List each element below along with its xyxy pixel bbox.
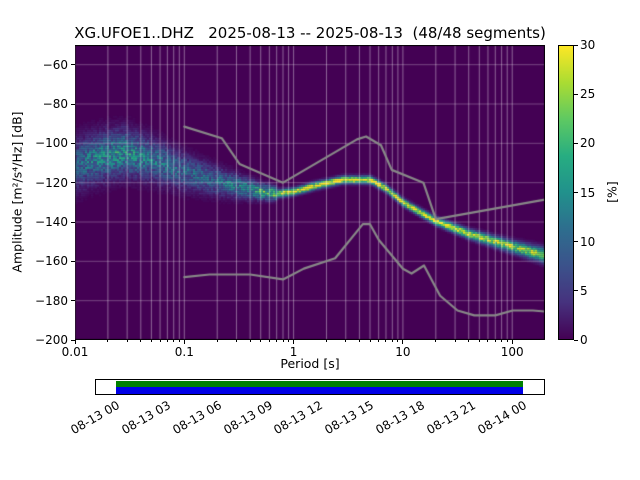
x-minor-tick-mark (454, 340, 456, 342)
x-minor-tick-mark (166, 340, 168, 342)
y-tick-label: −200 (35, 333, 68, 347)
colorbar-tick-label: 20 (580, 136, 596, 151)
x-minor-tick-mark (235, 340, 237, 342)
x-minor-tick-mark (288, 340, 290, 342)
y-tick-mark (71, 221, 75, 223)
y-tick-mark (71, 64, 75, 66)
y-tick-mark (71, 142, 75, 144)
colorbar-tick-label: 5 (580, 283, 588, 298)
timeline-tick-label: 08-13 03 (118, 398, 173, 438)
y-tick-mark (71, 339, 75, 341)
x-tick-mark (293, 340, 295, 344)
x-minor-tick-mark (397, 340, 399, 342)
timeline-tick-label: 08-13 18 (373, 398, 428, 438)
y-tick-label: −120 (35, 175, 68, 190)
x-minor-tick-mark (140, 340, 142, 342)
colorbar-tick-label: 15 (580, 185, 596, 200)
ppsd-heatmap-plot (75, 45, 545, 340)
y-tick-mark (71, 260, 75, 262)
timeline-tick-label: 08-13 21 (424, 398, 479, 438)
x-tick-label: 100 (500, 345, 524, 359)
colorbar (558, 45, 574, 340)
x-tick-label: 0.1 (174, 345, 194, 359)
x-minor-tick-mark (159, 340, 161, 342)
y-tick-label: −60 (42, 57, 68, 72)
x-tick-mark (183, 340, 185, 344)
x-minor-tick-mark (435, 340, 437, 342)
x-minor-tick-mark (150, 340, 152, 342)
x-tick-label: 0.01 (61, 345, 89, 359)
x-tick-label: 1 (289, 345, 298, 359)
x-tick-mark (511, 340, 513, 344)
x-minor-tick-mark (173, 340, 175, 342)
y-tick-label: −140 (35, 215, 68, 229)
colorbar-tick-mark (574, 339, 578, 341)
y-tick-label: −100 (35, 136, 68, 151)
y-tick-label: −80 (42, 97, 68, 111)
x-minor-tick-mark (468, 340, 470, 342)
colorbar-tick-mark (574, 290, 578, 292)
colorbar-tick-label: 25 (580, 87, 596, 102)
colorbar-label: [%] (604, 181, 620, 203)
x-minor-tick-mark (478, 340, 480, 342)
x-minor-tick-mark (260, 340, 262, 342)
y-tick-label: −180 (35, 293, 68, 308)
x-minor-tick-mark (378, 340, 380, 342)
x-minor-tick-mark (268, 340, 270, 342)
y-tick-mark (71, 182, 75, 184)
x-minor-tick-mark (385, 340, 387, 342)
y-tick-mark (71, 300, 75, 302)
x-minor-tick-mark (345, 340, 347, 342)
timeline-coverage-bar (95, 379, 545, 395)
timeline-tick-label: 08-13 00 (68, 398, 122, 438)
colorbar-tick-mark (574, 241, 578, 243)
x-minor-tick-mark (249, 340, 251, 342)
x-minor-tick-mark (506, 340, 508, 342)
x-tick-mark (402, 340, 404, 344)
x-minor-tick-mark (178, 340, 180, 342)
x-minor-tick-mark (282, 340, 284, 342)
x-minor-tick-mark (326, 340, 327, 342)
x-minor-tick-mark (358, 340, 360, 342)
x-tick-mark (74, 340, 76, 344)
timeline-tick-label: 08-13 09 (220, 398, 275, 438)
x-axis-label: Period [s] (280, 356, 340, 371)
y-tick-mark (71, 103, 75, 105)
colorbar-tick-mark (574, 44, 578, 46)
y-axis-label: Amplitude [m²/s⁴/Hz] [dB] (9, 111, 25, 273)
x-tick-label: 10 (395, 345, 411, 359)
timeline-tick-label: 08-13 12 (271, 398, 326, 438)
x-minor-tick-mark (107, 340, 109, 342)
timeline-psd-coverage-bar (115, 387, 524, 394)
timeline-data-extent-bar (115, 381, 524, 387)
timeline-tick-label: 08-13 15 (322, 398, 377, 438)
x-minor-tick-mark (494, 340, 496, 342)
x-minor-tick-mark (126, 340, 128, 342)
colorbar-tick-mark (574, 192, 578, 193)
x-minor-tick-mark (391, 340, 393, 342)
plot-title: XG.UFOE1..DHZ 2025-08-13 -- 2025-08-13 (… (74, 24, 546, 42)
x-minor-tick-mark (276, 340, 278, 342)
colorbar-tick-label: 0 (580, 333, 588, 347)
x-minor-tick-mark (487, 340, 489, 342)
colorbar-tick-label: 10 (580, 234, 596, 249)
x-minor-tick-mark (369, 340, 371, 342)
colorbar-tick-mark (574, 142, 578, 144)
colorbar-tick-mark (574, 93, 578, 95)
x-minor-tick-mark (216, 340, 218, 342)
y-tick-label: −160 (35, 254, 68, 269)
timeline-tick-label: 08-14 00 (475, 398, 530, 438)
timeline-tick-label: 08-13 06 (169, 398, 224, 438)
colorbar-tick-label: 30 (580, 38, 596, 52)
x-minor-tick-mark (501, 340, 503, 342)
